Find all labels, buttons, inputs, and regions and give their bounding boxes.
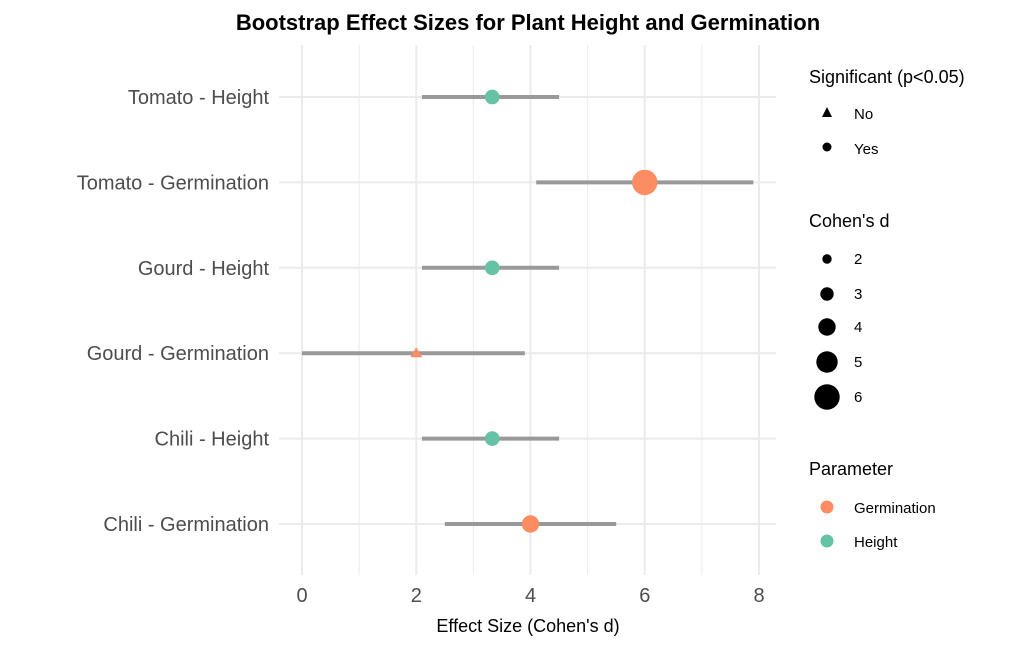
legend-label: 5 — [854, 354, 862, 371]
legend-label: No — [854, 106, 873, 123]
x-tick-label: 2 — [411, 585, 422, 607]
x-tick-label: 0 — [296, 585, 307, 607]
legend-title: Parameter — [809, 459, 893, 479]
legend-key-size — [816, 351, 838, 373]
legend-key-color — [820, 534, 834, 548]
effect-point — [484, 260, 500, 276]
marks — [302, 89, 754, 533]
legend-key-circle — [822, 142, 832, 152]
y-tick-label: Tomato - Germination — [77, 172, 269, 194]
x-tick-label: 6 — [639, 585, 650, 607]
legend-label: Height — [854, 534, 898, 551]
effect-point — [521, 515, 540, 533]
x-tick-label: 8 — [753, 585, 764, 607]
legend-key-color — [820, 500, 834, 514]
effect-point — [484, 431, 500, 446]
effect-point — [484, 89, 500, 105]
x-axis-ticks: 0 2 4 6 8 — [296, 585, 764, 607]
legend-label: 6 — [854, 389, 862, 406]
y-axis-ticks: Tomato - Height Tomato - Germination Gourd… — [77, 87, 270, 536]
legend-key-size — [814, 384, 840, 410]
legends: Significant (p<0.05) No Yes Cohen's d 2 3 4 5 6 P… — [809, 67, 965, 551]
legend-label: 4 — [854, 319, 862, 336]
legend-label: 2 — [854, 251, 862, 268]
legend-label: Yes — [854, 141, 878, 158]
y-tick-label: Chili - Germination — [103, 514, 269, 536]
legend-title: Cohen's d — [809, 211, 890, 231]
effect-point-triangle — [410, 347, 423, 358]
legend-label: Germination — [854, 500, 936, 517]
x-axis-label: Effect Size (Cohen's d) — [436, 616, 619, 636]
chart-title: Bootstrap Effect Sizes for Plant Height … — [236, 10, 820, 35]
y-tick-label: Tomato - Height — [128, 87, 270, 109]
legend-label: 3 — [854, 286, 862, 303]
y-tick-label: Chili - Height — [155, 429, 270, 451]
y-tick-label: Gourd - Germination — [87, 343, 269, 365]
y-tick-label: Gourd - Height — [138, 258, 270, 280]
legend-key-triangle — [822, 107, 832, 117]
x-tick-label: 4 — [525, 585, 536, 607]
legend-key-size — [822, 254, 832, 264]
effect-point — [632, 169, 658, 196]
legend-key-size — [818, 318, 836, 336]
legend-title: Significant (p<0.05) — [809, 67, 965, 87]
grid — [279, 45, 776, 575]
legend-key-size — [820, 287, 834, 301]
